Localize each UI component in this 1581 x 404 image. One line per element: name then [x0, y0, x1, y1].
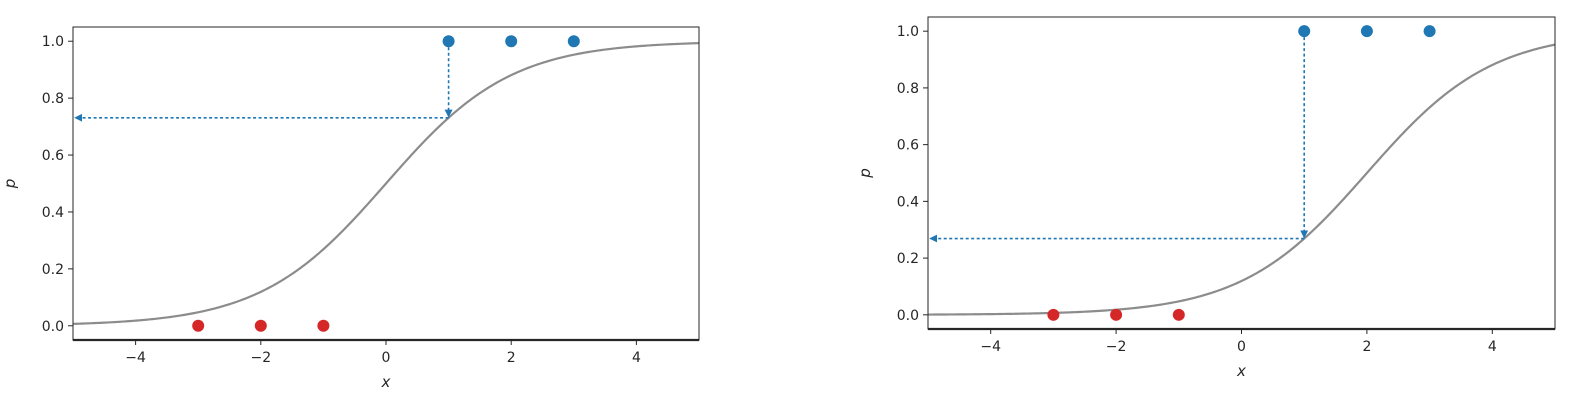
x-tick-label: 4: [1488, 339, 1497, 355]
y-tick-label: 0.4: [897, 194, 919, 210]
x-tick-label: 2: [1362, 339, 1371, 355]
y-tick-label: 0.2: [42, 262, 64, 278]
y-tick-label: 0.0: [897, 308, 919, 324]
y-axis-label: p: [1, 179, 19, 190]
y-tick-label: 1.0: [42, 34, 64, 50]
data-point: [1047, 308, 1060, 321]
data-point: [1298, 25, 1311, 38]
x-axis-label: x: [1236, 362, 1246, 380]
sigmoid-curve: [73, 42, 699, 325]
y-tick-label: 0.4: [42, 205, 64, 221]
x-tick-label: 0: [1237, 339, 1246, 355]
y-tick-label: 0.8: [897, 81, 919, 97]
y-axis-label: p: [856, 168, 874, 179]
y-tick-label: 0.8: [42, 91, 64, 107]
y-tick-label: 0.0: [42, 319, 64, 335]
data-point: [1172, 308, 1185, 321]
data-point: [1423, 25, 1436, 38]
x-tick-label: 0: [382, 350, 391, 366]
chart-2: −4 −2 0 2 4 0.0 0.2 0.4 0.6 0.8 1.0 x p: [856, 16, 1556, 380]
x-tick-label: −4: [980, 339, 1001, 355]
data-point: [192, 319, 205, 332]
x-tick-label: 4: [632, 350, 641, 366]
x-axis-label: x: [381, 373, 391, 391]
y-tick-label: 0.6: [42, 148, 64, 164]
y-tick-label: 0.6: [897, 138, 919, 154]
x-tick-label: −4: [125, 350, 146, 366]
data-point: [254, 319, 267, 332]
data-point: [567, 35, 580, 48]
x-tick-label: 2: [507, 350, 516, 366]
data-point: [505, 35, 518, 48]
data-point: [1110, 308, 1123, 321]
data-point: [317, 319, 330, 332]
x-tick-label: −2: [250, 350, 271, 366]
y-tick-label: 0.2: [897, 251, 919, 267]
sigmoid-curve: [928, 43, 1555, 316]
y-tick-label: 1.0: [897, 24, 919, 40]
data-point: [1360, 25, 1373, 38]
data-point: [442, 35, 455, 48]
x-tick-label: −2: [1106, 339, 1127, 355]
chart-1: −4 −2 0 2 4 0.0 0.2 0.4 0.6 0.8 1.0 x p: [1, 26, 700, 391]
